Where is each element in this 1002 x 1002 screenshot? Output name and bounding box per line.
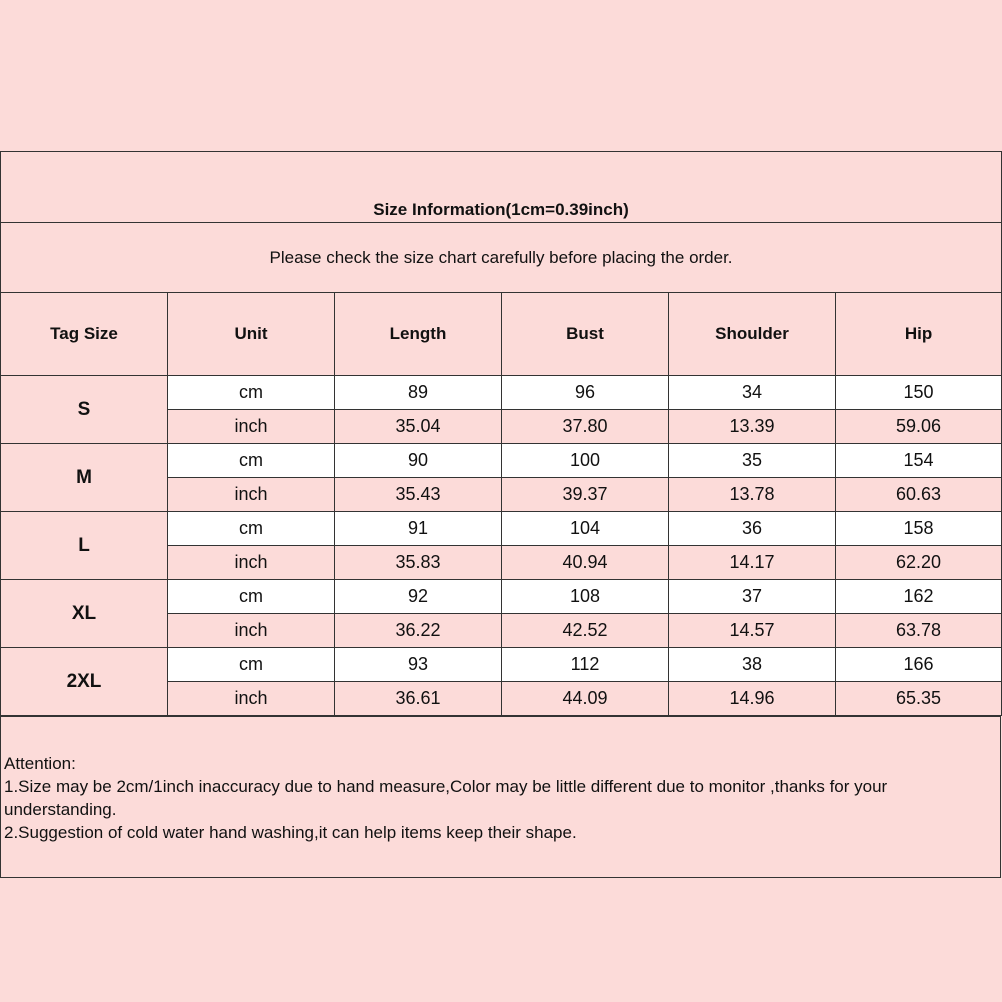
note-2: 2.Suggestion of cold water hand washing,…	[4, 823, 577, 842]
size-chart: Size Information(1cm=0.39inch) Please ch…	[0, 151, 1002, 878]
unit-cell: cm	[167, 647, 335, 682]
measurement-cell: 13.78	[668, 477, 836, 512]
measurement-cell: 65.35	[834, 681, 1002, 716]
measurement-cell: 34	[668, 375, 836, 410]
measurement-cell: 44.09	[501, 681, 669, 716]
tag-size: XL	[0, 579, 168, 648]
measurement-cell: 158	[834, 511, 1002, 546]
measurement-cell: 36.22	[334, 613, 502, 648]
tag-size: 2XL	[0, 647, 168, 716]
unit-cell: inch	[167, 409, 335, 444]
column-header: Hip	[834, 292, 1002, 376]
column-header: Bust	[501, 292, 669, 376]
measurement-cell: 104	[501, 511, 669, 546]
column-header: Tag Size	[0, 292, 168, 376]
measurement-cell: 14.96	[668, 681, 836, 716]
table-row: 2XL cm 93 112 38 166	[0, 647, 1002, 716]
measurement-cell: 150	[834, 375, 1002, 410]
unit-cell: cm	[167, 443, 335, 478]
measurement-cell: 14.17	[668, 545, 836, 580]
unit-cell: inch	[167, 681, 335, 716]
measurement-cell: 60.63	[834, 477, 1002, 512]
measurement-cell: 39.37	[501, 477, 669, 512]
measurement-cell: 37.80	[501, 409, 669, 444]
measurement-cell: 37	[668, 579, 836, 614]
measurement-cell: 96	[501, 375, 669, 410]
measurement-cell: 154	[834, 443, 1002, 478]
measurement-cell: 91	[334, 511, 502, 546]
measurement-cell: 59.06	[834, 409, 1002, 444]
tag-size: S	[0, 375, 168, 444]
table-row: inch 36.61 44.09 14.96 65.35	[1, 681, 1002, 716]
unit-cell: cm	[167, 579, 335, 614]
measurement-cell: 35	[668, 443, 836, 478]
measurement-cell: 112	[501, 647, 669, 682]
column-header: Unit	[167, 292, 335, 376]
measurement-cell: 93	[334, 647, 502, 682]
measurement-cell: 38	[668, 647, 836, 682]
table-row: inch 35.04 37.80 13.39 59.06	[1, 409, 1002, 444]
chart-subtitle: Please check the size chart carefully be…	[0, 222, 1002, 293]
measurement-cell: 36.61	[334, 681, 502, 716]
note-1: 1.Size may be 2cm/1inch inaccuracy due t…	[4, 777, 888, 819]
measurement-cell: 89	[334, 375, 502, 410]
measurement-cell: 100	[501, 443, 669, 478]
measurement-cell: 166	[834, 647, 1002, 682]
column-header: Shoulder	[668, 292, 836, 376]
unit-cell: inch	[167, 613, 335, 648]
tag-size: L	[0, 511, 168, 580]
size-table: Size Information(1cm=0.39inch) Please ch…	[0, 151, 1002, 716]
column-header: Length	[334, 292, 502, 376]
measurement-cell: 40.94	[501, 545, 669, 580]
measurement-cell: 35.04	[334, 409, 502, 444]
attention-notes: Attention: 1.Size may be 2cm/1inch inacc…	[0, 716, 1001, 878]
measurement-cell: 35.83	[334, 545, 502, 580]
unit-cell: inch	[167, 545, 335, 580]
measurement-cell: 63.78	[834, 613, 1002, 648]
measurement-cell: 108	[501, 579, 669, 614]
measurement-cell: 36	[668, 511, 836, 546]
measurement-cell: 90	[334, 443, 502, 478]
measurement-cell: 42.52	[501, 613, 669, 648]
measurement-cell: 14.57	[668, 613, 836, 648]
unit-cell: cm	[167, 375, 335, 410]
unit-cell: cm	[167, 511, 335, 546]
measurement-cell: 13.39	[668, 409, 836, 444]
table-row: inch 36.22 42.52 14.57 63.78	[1, 613, 1002, 648]
measurement-cell: 62.20	[834, 545, 1002, 580]
measurement-cell: 92	[334, 579, 502, 614]
measurement-cell: 35.43	[334, 477, 502, 512]
measurement-cell: 162	[834, 579, 1002, 614]
chart-title: Size Information(1cm=0.39inch)	[0, 151, 1002, 223]
table-row: inch 35.83 40.94 14.17 62.20	[1, 545, 1002, 580]
table-row: XL cm 92 108 37 162	[0, 579, 1002, 648]
table-row: inch 35.43 39.37 13.78 60.63	[1, 477, 1002, 512]
note-heading: Attention:	[4, 754, 76, 773]
unit-cell: inch	[167, 477, 335, 512]
tag-size: M	[0, 443, 168, 512]
